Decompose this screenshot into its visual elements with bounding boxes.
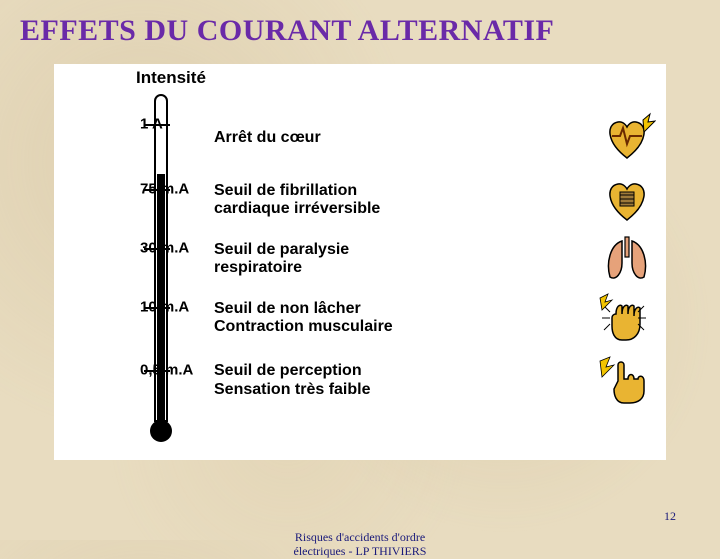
effect-label: Seuil de paralysierespiratoire xyxy=(214,241,590,278)
hand_point-icon xyxy=(598,355,656,407)
effect-row: Arrêt du cœur xyxy=(214,112,656,164)
thermometer-bulb xyxy=(150,420,172,442)
lungs-icon xyxy=(598,233,656,285)
effect-label: Seuil de non lâcherContraction musculair… xyxy=(214,300,590,337)
hand_grab-icon xyxy=(598,292,656,344)
heart_patch-icon xyxy=(598,174,656,226)
thermometer xyxy=(154,94,168,442)
footer-line1: Risques d'accidents d'ordre xyxy=(295,530,425,544)
heart-icon xyxy=(598,112,656,164)
effect-label: Seuil de perceptionSensation très faible xyxy=(214,362,590,399)
slide-title: EFFETS DU COURANT ALTERNATIF xyxy=(0,0,720,56)
thermometer-fill xyxy=(157,174,165,420)
footer-page-number: 12 xyxy=(664,509,676,524)
effect-label: Seuil de fibrillationcardiaque irréversi… xyxy=(214,182,590,219)
effect-row: Seuil de paralysierespiratoire xyxy=(214,233,656,285)
axis-title: Intensité xyxy=(136,68,206,88)
effect-row: Seuil de fibrillationcardiaque irréversi… xyxy=(214,174,656,226)
effect-label: Arrêt du cœur xyxy=(214,129,590,147)
effect-row: Seuil de perceptionSensation très faible xyxy=(214,355,656,407)
effect-row: Seuil de non lâcherContraction musculair… xyxy=(214,292,656,344)
footer-line2: électriques - LP THIVIERS xyxy=(294,544,427,558)
footer-text: Risques d'accidents d'ordre électriques … xyxy=(294,530,427,559)
chart-box: Intensité 1 A75 m.A30 m.A10 m.A0,5 m.A A… xyxy=(54,64,666,460)
